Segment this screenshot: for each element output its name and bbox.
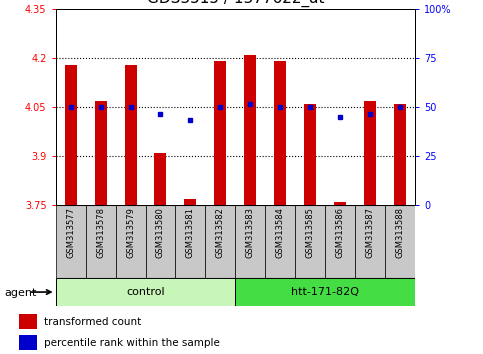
Bar xyxy=(304,104,316,205)
Bar xyxy=(185,199,197,205)
Text: control: control xyxy=(126,287,165,297)
Bar xyxy=(115,205,145,278)
Bar xyxy=(85,205,115,278)
Bar xyxy=(19,335,38,350)
Bar xyxy=(56,278,236,306)
Bar xyxy=(236,278,415,306)
Bar xyxy=(364,101,376,205)
Bar xyxy=(334,202,346,205)
Bar xyxy=(244,55,256,205)
Bar xyxy=(326,205,355,278)
Bar xyxy=(236,205,266,278)
Text: agent: agent xyxy=(5,288,37,298)
Text: htt-171-82Q: htt-171-82Q xyxy=(291,287,359,297)
Bar xyxy=(205,205,236,278)
Bar xyxy=(65,64,76,205)
Text: GSM313581: GSM313581 xyxy=(186,207,195,258)
Bar xyxy=(296,205,326,278)
Text: GSM313586: GSM313586 xyxy=(336,207,345,258)
Bar xyxy=(175,205,205,278)
Text: GSM313578: GSM313578 xyxy=(96,207,105,258)
Bar xyxy=(274,61,286,205)
Bar xyxy=(355,205,385,278)
Text: GSM313580: GSM313580 xyxy=(156,207,165,258)
Bar xyxy=(395,104,406,205)
Text: transformed count: transformed count xyxy=(44,316,142,326)
Text: GSM313582: GSM313582 xyxy=(216,207,225,258)
Bar xyxy=(214,61,227,205)
Title: GDS3515 / 1377622_at: GDS3515 / 1377622_at xyxy=(147,0,324,7)
Bar xyxy=(125,64,137,205)
Text: GSM313579: GSM313579 xyxy=(126,207,135,258)
Bar xyxy=(155,153,167,205)
Bar xyxy=(385,205,415,278)
Bar xyxy=(56,205,85,278)
Text: GSM313585: GSM313585 xyxy=(306,207,315,258)
Text: GSM313577: GSM313577 xyxy=(66,207,75,258)
Bar xyxy=(145,205,175,278)
Bar xyxy=(19,314,38,329)
Bar xyxy=(95,101,107,205)
Bar xyxy=(266,205,296,278)
Text: percentile rank within the sample: percentile rank within the sample xyxy=(44,337,220,348)
Text: GSM313584: GSM313584 xyxy=(276,207,285,258)
Text: GSM313588: GSM313588 xyxy=(396,207,405,258)
Text: GSM313583: GSM313583 xyxy=(246,207,255,258)
Text: GSM313587: GSM313587 xyxy=(366,207,375,258)
